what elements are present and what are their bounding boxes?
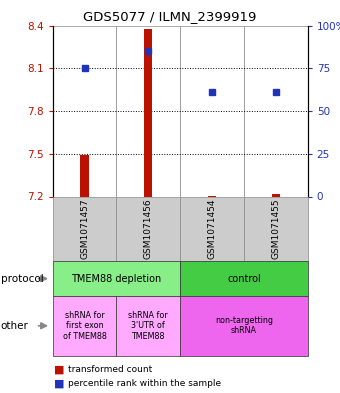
Bar — [53, 26, 116, 196]
Text: protocol: protocol — [1, 274, 44, 284]
Text: control: control — [227, 274, 261, 284]
Text: non-targetting
shRNA: non-targetting shRNA — [215, 316, 273, 336]
Text: GDS5077 / ILMN_2399919: GDS5077 / ILMN_2399919 — [83, 10, 257, 23]
Text: GSM1071454: GSM1071454 — [208, 199, 217, 259]
Bar — [180, 26, 244, 196]
Text: other: other — [1, 321, 29, 331]
Text: ■: ■ — [54, 364, 65, 375]
Text: TMEM88 depletion: TMEM88 depletion — [71, 274, 162, 284]
Text: shRNA for
first exon
of TMEM88: shRNA for first exon of TMEM88 — [63, 311, 106, 341]
Bar — [144, 29, 152, 196]
Bar — [81, 155, 89, 196]
Text: transformed count: transformed count — [68, 365, 152, 374]
Text: GSM1071457: GSM1071457 — [80, 198, 89, 259]
Bar — [272, 195, 280, 196]
Text: shRNA for
3'UTR of
TMEM88: shRNA for 3'UTR of TMEM88 — [129, 311, 168, 341]
Text: GSM1071455: GSM1071455 — [271, 198, 280, 259]
Bar — [116, 26, 180, 196]
Text: ■: ■ — [54, 378, 65, 388]
Bar — [244, 26, 308, 196]
Text: percentile rank within the sample: percentile rank within the sample — [68, 379, 221, 387]
Text: GSM1071456: GSM1071456 — [144, 198, 153, 259]
